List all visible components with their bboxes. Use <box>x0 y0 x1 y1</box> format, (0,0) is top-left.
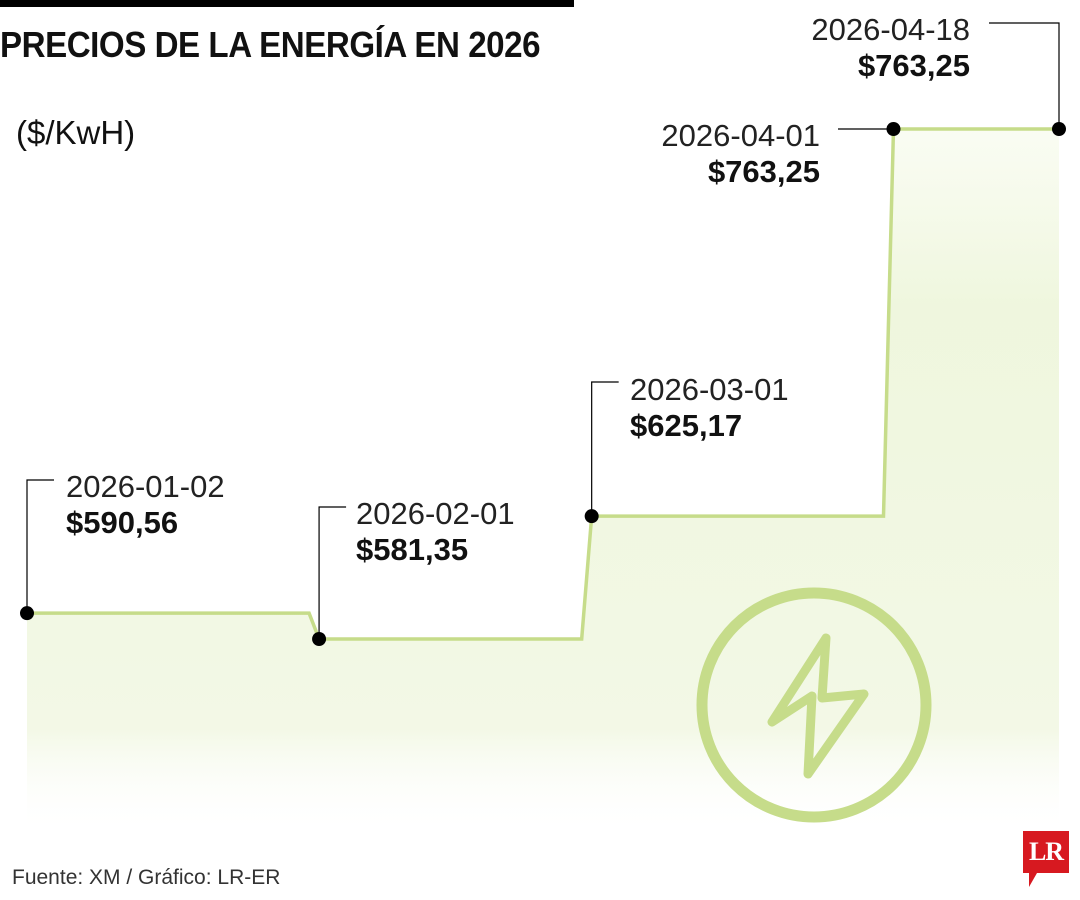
value-label: $763,25 <box>708 154 820 189</box>
leader-line <box>318 506 347 639</box>
value-label: $625,17 <box>630 408 742 443</box>
chart-title: PRECIOS DE LA ENERGÍA EN 2026 <box>0 24 541 65</box>
leader-line <box>26 479 54 614</box>
data-point <box>20 606 34 621</box>
unit-label: ($/KwH) <box>16 114 136 151</box>
leader-line <box>989 22 1060 129</box>
data-point <box>886 122 901 136</box>
date-label: 2026-02-01 <box>356 496 515 531</box>
data-point <box>584 509 599 524</box>
leader-line <box>591 381 619 517</box>
value-label: $581,35 <box>356 532 468 567</box>
date-label: 2026-04-01 <box>661 118 820 153</box>
data-point <box>1052 122 1066 136</box>
date-label: 2026-04-18 <box>811 12 970 47</box>
series-line <box>27 127 1059 641</box>
value-label: $763,25 <box>858 48 970 83</box>
logo-text: LR <box>1028 837 1064 866</box>
lr-logo: LR <box>1023 831 1069 887</box>
date-label: 2026-03-01 <box>630 372 789 407</box>
lightning-icon-group <box>696 587 932 823</box>
date-label: 2026-01-02 <box>66 469 225 504</box>
area-fill <box>27 129 1059 835</box>
lightning-circle <box>696 587 932 823</box>
data-point <box>312 632 327 646</box>
top-rule <box>0 0 574 7</box>
value-label: $590,56 <box>66 505 178 540</box>
lightning-bolt-icon <box>767 633 869 779</box>
source-note: Fuente: XM / Gráfico: LR-ER <box>12 866 281 889</box>
